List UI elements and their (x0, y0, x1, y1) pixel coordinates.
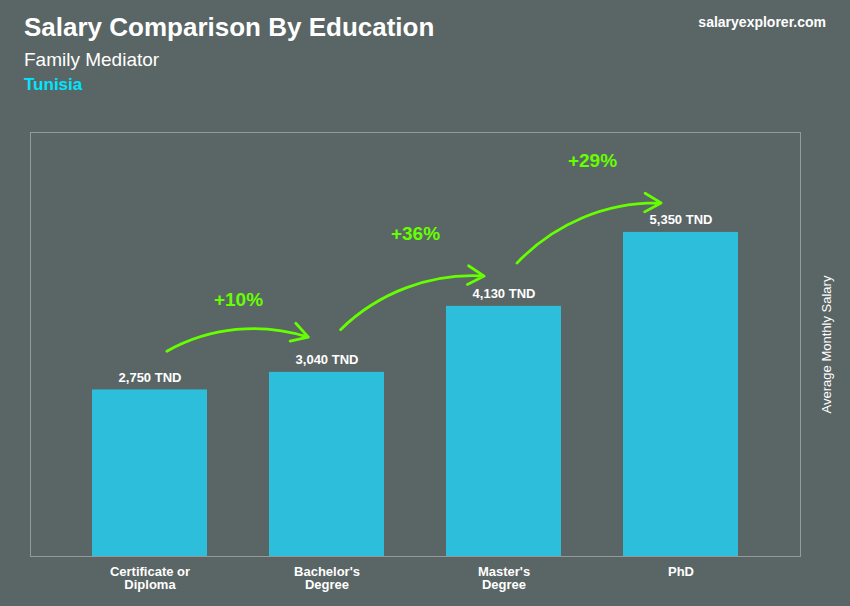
svg-text:Master'sDegree: Master'sDegree (478, 564, 530, 592)
svg-text:+29%: +29% (568, 150, 617, 171)
svg-text:2,750 TND: 2,750 TND (119, 370, 182, 385)
html-text:Salary Comparison By Education: Salary Comparison By Education (24, 12, 435, 42)
svg-text:PhD: PhD (668, 564, 694, 579)
svg-text:5,350 TND: 5,350 TND (650, 212, 713, 227)
svg-text:Average Monthly Salary: Average Monthly Salary (819, 275, 834, 413)
svg-text:+36%: +36% (391, 223, 440, 244)
html-text:Family Mediator: Family Mediator (24, 49, 160, 70)
svg-text:4,130 TND: 4,130 TND (473, 286, 536, 301)
svg-text:3,040 TND: 3,040 TND (296, 352, 359, 367)
html-text:salaryexplorer.com: salaryexplorer.com (698, 14, 826, 30)
svg-text:+10%: +10% (214, 289, 263, 310)
svg-text:Bachelor'sDegree: Bachelor'sDegree (294, 564, 360, 592)
svg-text:Certificate orDiploma: Certificate orDiploma (110, 564, 190, 592)
html-text:Tunisia: Tunisia (24, 75, 83, 94)
